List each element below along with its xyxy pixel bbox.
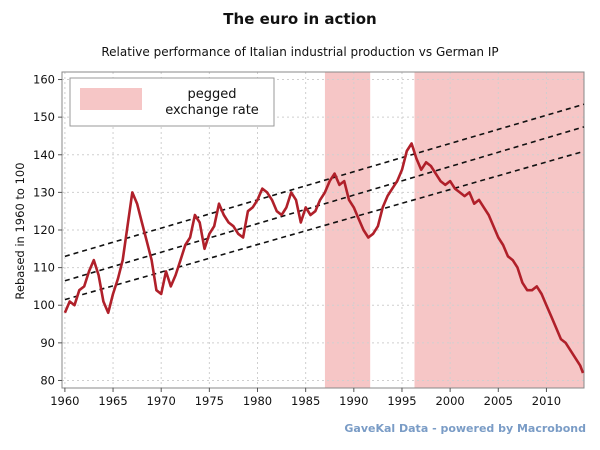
x-tick-label-2005: 2005 [484,394,513,408]
x-tick-label-1980: 1980 [243,394,272,408]
x-tick-label-1975: 1975 [195,394,224,408]
y-tick-label-110: 110 [33,261,55,275]
shaded-periods [324,72,584,388]
x-tick-label-1985: 1985 [291,394,320,408]
y-tick-label-100: 100 [33,298,55,312]
axes: 1960 1965 1970 1975 1980 1985 1990 1995 2000 2005… [33,73,561,408]
y-tick-label-130: 130 [33,185,55,199]
trend-line-1 [64,103,585,258]
chart-title: The euro in action [223,10,377,28]
y-tick-label-120: 120 [33,223,55,237]
y-tick-label-90: 90 [40,336,55,350]
series-lines [63,142,585,374]
source-credit: GaveKal Data - powered by Macrobond [344,422,586,435]
legend: pegged exchange rate [69,77,275,127]
chart-subtitle: Relative performance of Italian industri… [101,45,499,59]
x-tick-label-1960: 1960 [50,394,79,408]
x-tick-label-1990: 1990 [339,394,368,408]
x-tick-label-1970: 1970 [147,394,176,408]
series-line-1 [63,142,585,374]
y-tick-label-140: 140 [33,148,55,162]
y-tick-label-80: 80 [40,373,55,387]
y-tick-label-160: 160 [33,73,55,87]
y-tick-label-150: 150 [33,110,55,124]
x-tick-label-1965: 1965 [98,394,127,408]
y-axis-label: Rebased in 1960 to 100 [13,162,27,299]
legend-swatch [80,88,142,110]
legend-label-line-1: pegged [187,87,236,102]
x-tick-label-1995: 1995 [387,394,416,408]
x-tick-label-2000: 2000 [435,394,464,408]
legend-label-line-2: exchange rate [165,103,259,118]
x-tick-label-2010: 2010 [532,394,561,408]
